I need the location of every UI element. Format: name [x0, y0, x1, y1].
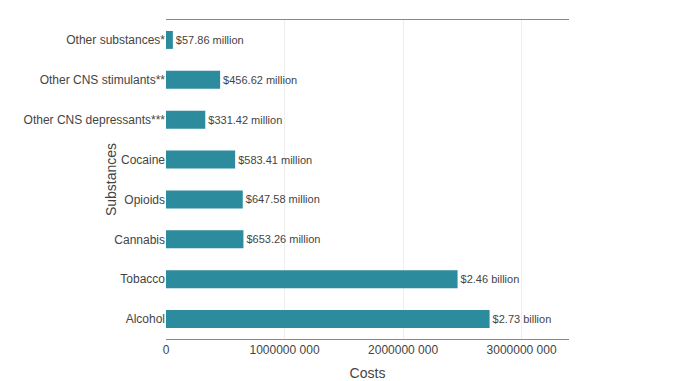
svg-text:$653.26 million: $653.26 million: [246, 233, 320, 245]
svg-text:$331.42 million: $331.42 million: [208, 114, 282, 126]
svg-text:$456.62 million: $456.62 million: [223, 74, 297, 86]
svg-text:$2.46 billion: $2.46 billion: [461, 273, 520, 285]
svg-text:Costs: Costs: [350, 365, 386, 381]
svg-text:$583.41 million: $583.41 million: [238, 154, 312, 166]
svg-text:2000000 000: 2000000 000: [368, 343, 438, 357]
svg-text:Substances: Substances: [103, 143, 119, 216]
svg-text:$647.58 million: $647.58 million: [246, 193, 320, 205]
svg-text:Tobacco: Tobacco: [120, 272, 165, 286]
svg-text:Opioids: Opioids: [124, 193, 165, 207]
svg-text:3000000 000: 3000000 000: [487, 343, 557, 357]
svg-text:$57.86 million: $57.86 million: [176, 34, 244, 46]
svg-text:Alcohol: Alcohol: [126, 312, 165, 326]
svg-text:Other CNS stimulants**: Other CNS stimulants**: [40, 73, 166, 87]
svg-text:Other CNS depressants***: Other CNS depressants***: [24, 113, 166, 127]
svg-text:$2.73 billion: $2.73 billion: [493, 313, 552, 325]
svg-text:1000000 000: 1000000 000: [249, 343, 319, 357]
svg-text:Cocaine: Cocaine: [121, 153, 165, 167]
svg-text:Cannabis: Cannabis: [114, 233, 165, 247]
svg-text:Other substances*: Other substances*: [66, 33, 165, 47]
svg-text:0: 0: [163, 343, 170, 357]
